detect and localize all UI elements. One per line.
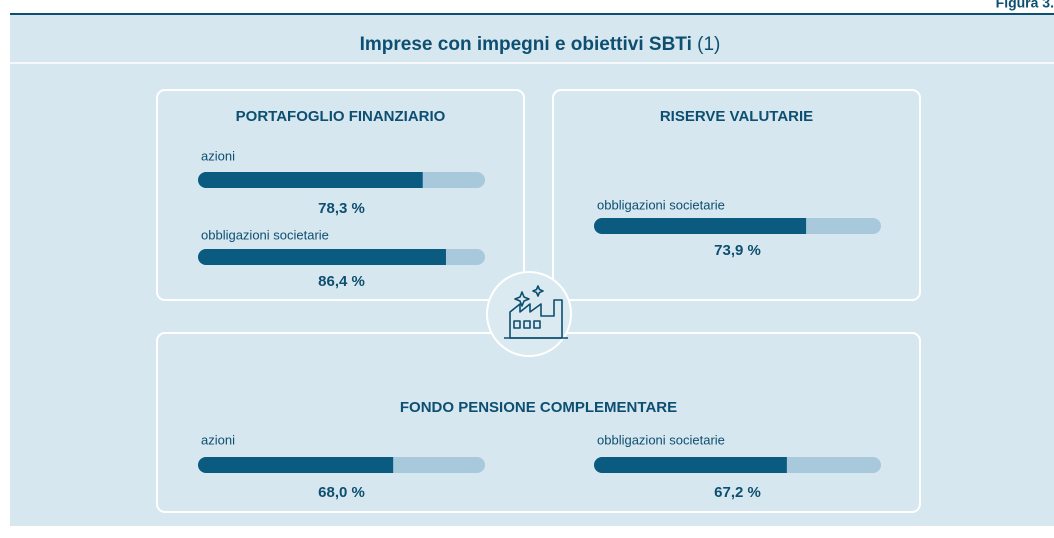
- badge-circle: [486, 271, 572, 357]
- bar: [198, 457, 394, 473]
- title-note: (1): [697, 34, 720, 55]
- background: [10, 14, 1054, 526]
- bar: [198, 172, 423, 188]
- bar: [594, 457, 787, 473]
- value-label: 86,4 %: [318, 273, 365, 290]
- factory-badge: [486, 271, 572, 357]
- panels: PORTAFOGLIO FINANZIARIO azioni 78,3 % obbli…: [156, 89, 921, 513]
- value-label: 68,0 %: [318, 484, 365, 501]
- value-label: 73,9 %: [714, 242, 761, 259]
- bar-label: azioni: [201, 432, 235, 447]
- figure-label: Figura 3.: [996, 0, 1054, 11]
- value-label: 67,2 %: [714, 484, 761, 501]
- bar-label: obbligazioni societarie: [597, 197, 725, 212]
- panel-title: FONDO PENSIONE COMPLEMENTARE: [400, 399, 677, 416]
- title-main: Imprese con impegni e obiettivi SBTi: [360, 34, 692, 55]
- panel: [156, 89, 525, 301]
- value-label: 78,3 %: [318, 200, 365, 217]
- title: Imprese con impegni e obiettivi SBTi (1): [360, 34, 721, 55]
- bar-label: obbligazioni societarie: [201, 227, 329, 242]
- panel: [552, 89, 921, 301]
- factory-icon: [504, 285, 568, 339]
- panel-title: RISERVE VALUTARIE: [660, 108, 813, 125]
- bar: [198, 249, 446, 265]
- panel-title: PORTAFOGLIO FINANZIARIO: [236, 108, 446, 125]
- bar-label: azioni: [201, 148, 235, 163]
- bar-label: obbligazioni societarie: [597, 432, 725, 447]
- bar: [594, 218, 807, 234]
